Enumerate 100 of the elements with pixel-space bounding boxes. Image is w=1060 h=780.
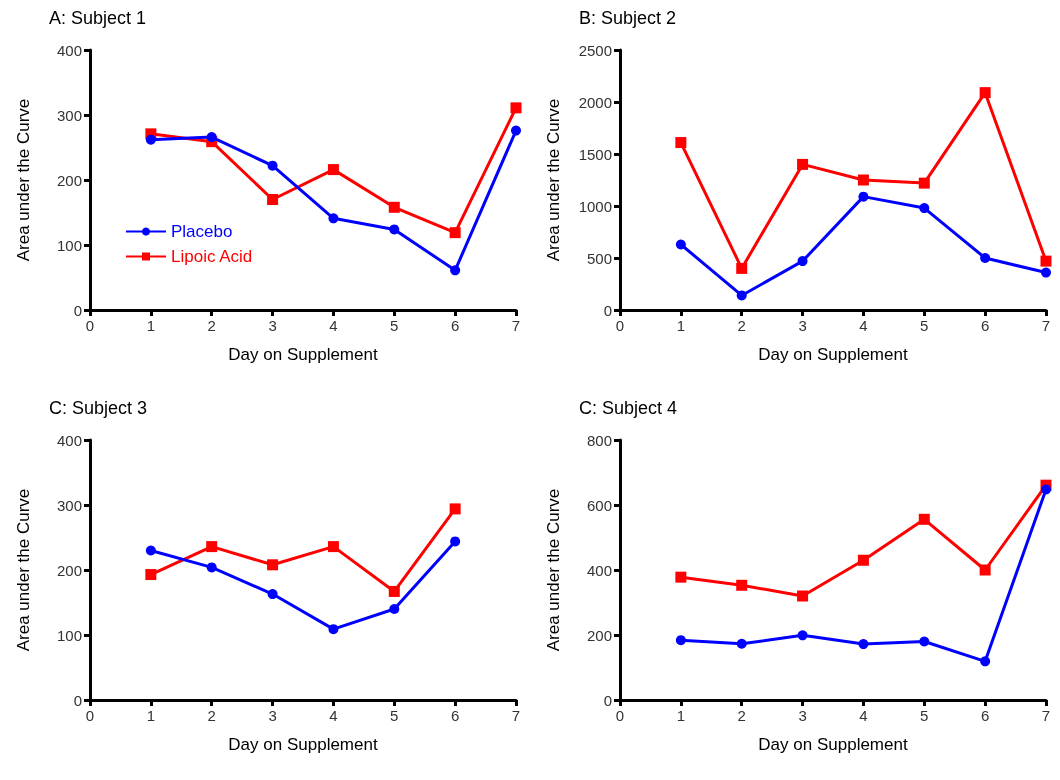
x-tick-label: 6 — [450, 707, 460, 724]
y-tick-label: 500 — [586, 249, 612, 267]
y-axis-title: Area under the Curve — [14, 488, 33, 652]
y-tick-label: 2500 — [578, 41, 612, 59]
chart-title: B: Subject 2 — [579, 8, 677, 28]
point — [1041, 267, 1051, 278]
point — [736, 290, 747, 301]
point — [675, 239, 686, 250]
point — [145, 545, 156, 556]
point — [145, 569, 157, 581]
x-tick-label: 1 — [146, 317, 156, 334]
y-tick-label: 100 — [56, 626, 82, 644]
y-axis-title: Area under the Curve — [544, 98, 563, 262]
y-tick-label: 100 — [56, 236, 82, 254]
y-tick-label: 0 — [73, 301, 82, 319]
legend-label: Lipoic Acid — [171, 247, 253, 266]
x-tick-label: 6 — [450, 317, 460, 334]
y-tick-label: 400 — [56, 431, 82, 449]
point — [388, 201, 400, 213]
y-axis-title: Area under the Curve — [14, 98, 33, 262]
point — [267, 559, 279, 571]
point — [267, 160, 278, 171]
x-tick-label: 2 — [207, 707, 216, 724]
point — [327, 164, 339, 176]
y-tick-label: 300 — [56, 496, 82, 514]
x-tick-label: 4 — [859, 317, 868, 334]
point — [980, 656, 991, 667]
point — [327, 541, 339, 553]
x-tick-label: 5 — [390, 707, 399, 724]
point — [979, 87, 991, 99]
point — [797, 590, 809, 602]
chart-title: C: Subject 3 — [49, 398, 148, 418]
x-axis-title: Day on Supplement — [228, 735, 378, 754]
point — [267, 194, 279, 205]
legend-label: Placebo — [171, 222, 233, 241]
point — [449, 503, 461, 515]
x-tick-label: 4 — [329, 317, 338, 334]
point — [918, 177, 930, 189]
x-tick-label: 2 — [737, 317, 746, 334]
x-tick-label: 3 — [798, 707, 807, 724]
x-tick-label: 4 — [329, 707, 338, 724]
point — [675, 137, 687, 149]
y-tick-label: 800 — [586, 431, 612, 449]
x-tick-label: 6 — [980, 317, 990, 334]
point — [145, 134, 156, 145]
point — [857, 174, 869, 186]
point — [797, 630, 808, 641]
x-tick-label: 7 — [1041, 707, 1051, 724]
x-tick-label: 2 — [207, 317, 216, 334]
x-tick-label: 5 — [920, 707, 929, 724]
point — [736, 638, 747, 649]
x-tick-label: 0 — [615, 707, 625, 724]
point — [736, 262, 748, 274]
point — [797, 256, 808, 267]
point — [675, 571, 687, 583]
point — [449, 227, 461, 239]
y-tick-label: 0 — [603, 691, 612, 709]
point — [918, 513, 930, 525]
y-tick-label: 200 — [56, 171, 82, 189]
y-tick-label: 1500 — [578, 145, 612, 163]
y-tick-label: 200 — [586, 626, 612, 644]
x-tick-label: 0 — [615, 317, 625, 334]
point — [1040, 255, 1052, 267]
x-tick-label: 7 — [1041, 317, 1051, 334]
point — [857, 554, 869, 566]
x-tick-label: 4 — [859, 707, 868, 724]
y-tick-label: 300 — [56, 106, 82, 124]
point — [797, 158, 809, 170]
x-tick-label: 1 — [676, 317, 686, 334]
point — [511, 125, 521, 136]
x-tick-label: 5 — [390, 317, 399, 334]
y-tick-label: 0 — [603, 301, 612, 319]
point — [919, 203, 930, 214]
point — [858, 639, 869, 650]
point — [328, 624, 339, 635]
x-tick-label: 1 — [146, 707, 156, 724]
y-tick-label: 1000 — [578, 197, 612, 215]
y-tick-label: 600 — [586, 496, 612, 514]
x-tick-label: 6 — [980, 707, 990, 724]
point — [980, 253, 991, 263]
x-tick-label: 7 — [511, 707, 521, 724]
point — [206, 132, 217, 143]
x-axis-title: Day on Supplement — [758, 735, 908, 754]
y-axis-title: Area under the Curve — [544, 488, 563, 652]
point — [1041, 484, 1051, 495]
y-tick-label: 400 — [586, 561, 612, 579]
point — [450, 536, 461, 547]
point — [919, 636, 930, 647]
y-tick-label: 2000 — [578, 93, 612, 111]
point — [388, 585, 400, 597]
x-tick-label: 3 — [268, 317, 277, 334]
point — [328, 213, 339, 224]
point — [389, 604, 400, 614]
x-tick-label: 2 — [737, 707, 746, 724]
point — [510, 102, 522, 114]
y-tick-label: 0 — [73, 691, 82, 709]
x-tick-label: 0 — [85, 707, 95, 724]
x-tick-label: 3 — [268, 707, 277, 724]
x-axis-title: Day on Supplement — [758, 345, 908, 364]
chart-title: C: Subject 4 — [579, 398, 678, 418]
